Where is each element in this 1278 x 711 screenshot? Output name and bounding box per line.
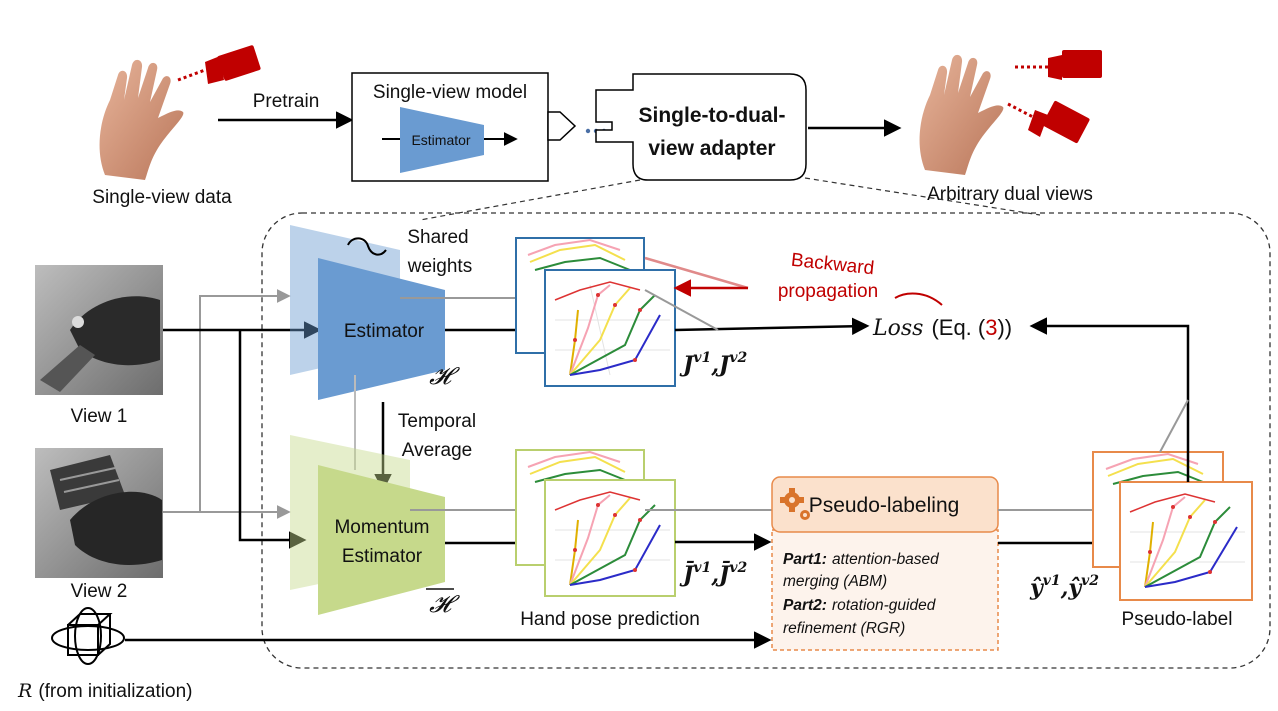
- yhat-symbol-1: ŷ: [1029, 575, 1045, 601]
- view1-image: [35, 265, 163, 395]
- rotation-cube-icon: [51, 607, 125, 665]
- estimator-shape[interactable]: [318, 258, 445, 400]
- j-symbol-2: J: [715, 352, 731, 378]
- momentum-label-line2: Estimator: [342, 546, 423, 567]
- jbar-symbol-1: J̄: [679, 560, 695, 588]
- pseudo-labeling-box[interactable]: [771, 476, 999, 533]
- j-label: Jv1,Jv2: [679, 350, 748, 378]
- rotation-r-text: (from initialization): [38, 681, 192, 702]
- hand-left-illustration: [99, 59, 184, 180]
- shared-weights-line1: Shared: [407, 227, 468, 248]
- view-input-arrows: [163, 289, 322, 549]
- rotation-label: R (from initialization): [17, 680, 192, 702]
- part2-text-b: refinement (RGR): [783, 620, 905, 637]
- top-estimator-shape: [400, 107, 484, 173]
- part1-text-a: attention-based: [832, 551, 940, 568]
- camera-icon-top-left: [177, 45, 261, 84]
- j-sup-v2: v2: [729, 350, 747, 366]
- adapter-box: [595, 73, 807, 181]
- yhat-symbol-2: ŷ: [1067, 575, 1083, 601]
- backward-curve: [894, 292, 943, 306]
- part1-text: Part1: attention-based: [783, 551, 940, 568]
- backward-label-line1: Backward: [790, 250, 875, 280]
- yhat-label: ŷv1,ŷv2: [1029, 573, 1099, 601]
- view2-label: View 2: [71, 581, 128, 602]
- shared-weights-brace: [347, 237, 387, 256]
- j-comma: ,: [710, 352, 719, 378]
- backward-label-line2: propagation: [778, 281, 878, 302]
- temporal-average-line2: Average: [402, 440, 472, 461]
- temporal-average-line1: Temporal: [398, 411, 476, 432]
- yhat-sup-v2: v2: [1081, 573, 1099, 589]
- shared-weights-line2: weights: [407, 256, 472, 277]
- part2-text: Part2: rotation-guided: [783, 597, 937, 614]
- yhat-comma: ,: [1060, 575, 1069, 601]
- single-view-model-label: Single-view model: [373, 82, 527, 103]
- loss-eq-open: (Eq. (: [931, 315, 985, 340]
- pseudo-labeling-details-box: [771, 529, 999, 651]
- camera-icon-top-right-2: [1007, 100, 1090, 144]
- part2-title: Part2:: [783, 597, 827, 614]
- estimator-h-symbol: 𝓗: [429, 362, 460, 390]
- prediction-card-front-v2: [544, 479, 676, 597]
- momentum-h-bar-symbol: 𝓗: [429, 590, 460, 618]
- prediction-gray-to-loss: [644, 289, 719, 331]
- j-symbol-1: J: [679, 352, 695, 378]
- view1-label: View 1: [71, 406, 128, 427]
- detail-dashed-frame: [261, 212, 1271, 669]
- adapter-label-line2: view adapter: [648, 137, 775, 160]
- momentum-estimator-shape[interactable]: [318, 465, 445, 615]
- adapter-label-line1: Single-to-dual-: [639, 104, 786, 127]
- jbar-comma: ,: [710, 562, 719, 588]
- jbar-label: J̄v1,J̄v2: [679, 560, 748, 588]
- jbar-sup-v1: v1: [693, 560, 711, 576]
- part1-title: Part1:: [783, 551, 827, 568]
- prediction-to-loss-arrow: [674, 317, 870, 336]
- jbar-sup-v2: v2: [729, 560, 747, 576]
- backward-arrow-pink: [644, 256, 749, 290]
- arbitrary-dual-views-label: Arbitrary dual views: [927, 184, 1093, 205]
- pseudo-labeling-label: Pseudo-labeling: [809, 494, 960, 517]
- view2-image: [35, 448, 163, 578]
- pseudo-label-card-front: [1119, 481, 1253, 601]
- top-estimator-label: Estimator: [411, 132, 470, 148]
- camera-icon-top-right-1: [1015, 50, 1102, 80]
- gear-icon: [780, 488, 810, 520]
- rotation-r-symbol: R: [17, 680, 32, 702]
- pseudo-label-label: Pseudo-label: [1122, 609, 1233, 630]
- hand-right-illustration: [919, 54, 1004, 175]
- loss-text: Loss (Eq. (3)): [872, 315, 1012, 341]
- part1-text-b: merging (ABM): [783, 573, 887, 590]
- j-sup-v1: v1: [693, 350, 711, 366]
- jbar-symbol-2: J̄: [715, 560, 731, 588]
- loss-symbol: Loss: [872, 316, 923, 341]
- single-view-data-label: Single-view data: [92, 187, 232, 208]
- momentum-label-line1: Momentum: [334, 517, 429, 538]
- yhat-sup-v1: v1: [1043, 573, 1061, 589]
- hand-pose-prediction-label: Hand pose prediction: [520, 609, 700, 630]
- loss-eq-num: 3: [985, 315, 997, 340]
- zoom-line-right: [804, 177, 1041, 216]
- pseudo-label-to-loss-arrow: [1029, 317, 1190, 482]
- prediction-card-front-v1: [544, 269, 676, 387]
- pseudo-label-gray-to-loss: [1159, 399, 1189, 453]
- zoom-line-left: [419, 179, 641, 221]
- pretrain-label: Pretrain: [253, 91, 320, 112]
- part2-text-a: rotation-guided: [832, 597, 937, 614]
- estimator-label: Estimator: [344, 321, 425, 342]
- loss-eq-close: )): [997, 315, 1012, 340]
